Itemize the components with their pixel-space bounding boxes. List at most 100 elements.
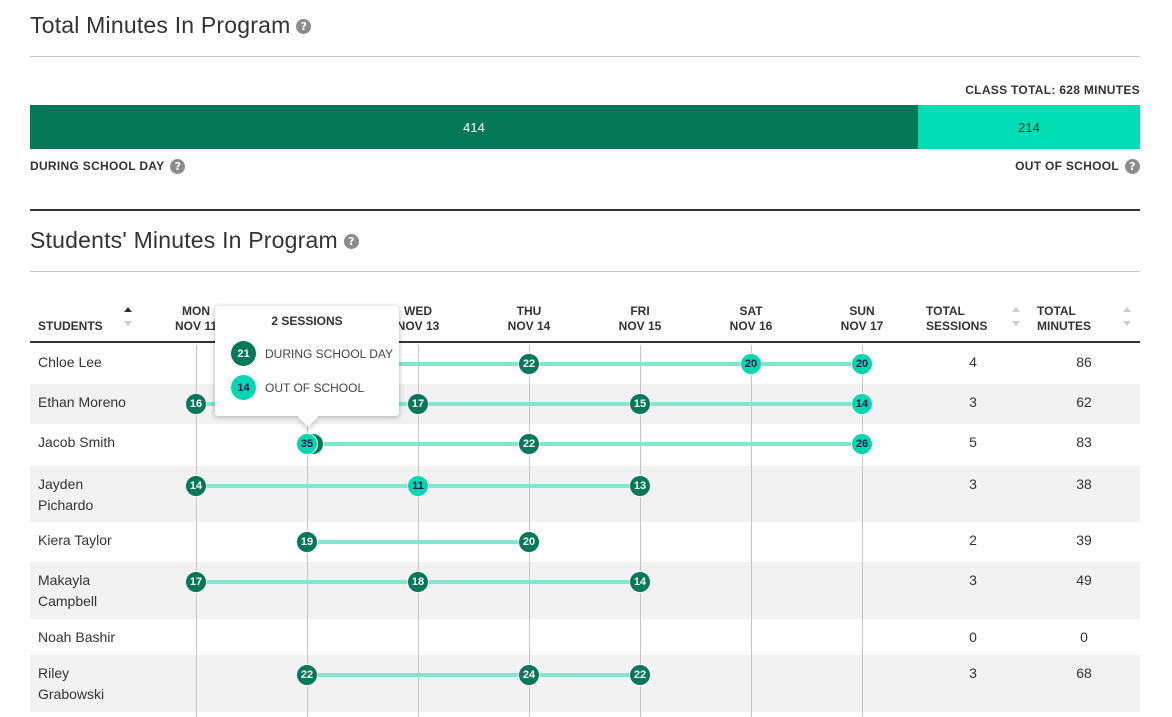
day-gridline	[640, 345, 641, 717]
table-row[interactable]: Noah Bashir 0 0	[30, 619, 1140, 655]
day-gridline	[196, 345, 197, 717]
session-dot[interactable]: 19	[296, 531, 318, 553]
day-gridline	[418, 345, 419, 717]
session-dot[interactable]: 13	[629, 475, 651, 497]
session-dot[interactable]: 26	[851, 433, 873, 455]
session-dot[interactable]: 24	[518, 664, 540, 686]
class-total: CLASS TOTAL: 628 MINUTES	[965, 83, 1140, 97]
total-sessions-cell: 2	[969, 532, 977, 548]
students-minutes-title: Students' Minutes In Program?	[30, 227, 359, 254]
bar-school-value: 414	[463, 119, 485, 135]
day-header-thu: THU NOV 14	[507, 304, 551, 333]
bar-out-of-school: 214	[918, 105, 1140, 149]
tooltip-out-row: 14 OUT OF SCHOOL	[231, 375, 364, 400]
session-dot[interactable]: 20	[518, 531, 540, 553]
divider	[30, 56, 1140, 57]
sort-desc-icon[interactable]	[1123, 321, 1131, 326]
session-dot[interactable]: 18	[407, 571, 429, 593]
total-minutes-title: Total Minutes In Program?	[30, 12, 312, 39]
total-minutes-cell: 49	[1076, 572, 1092, 588]
total-sessions-cell: 3	[969, 572, 977, 588]
session-dot[interactable]: 11	[407, 475, 429, 497]
divider	[30, 271, 1140, 272]
day-header-mon: MON NOV 11	[174, 304, 218, 333]
help-icon[interactable]: ?	[1125, 159, 1140, 175]
tooltip-title: 2 SESSIONS	[271, 314, 343, 328]
total-minutes-cell: 38	[1076, 476, 1092, 492]
session-dot[interactable]: 22	[296, 664, 318, 686]
day-header-sat: SAT NOV 16	[729, 304, 773, 333]
day-header-wed: WED NOV 13	[396, 304, 440, 333]
sort-asc-icon[interactable]	[1012, 307, 1020, 312]
students-header[interactable]: STUDENTS	[38, 319, 103, 333]
session-dot[interactable]: 20	[740, 353, 762, 375]
out-of-school-legend: OUT OF SCHOOL?	[1015, 159, 1140, 175]
session-dot[interactable]: 15	[629, 393, 651, 415]
total-sessions-cell: 5	[969, 434, 977, 450]
total-minutes-cell: 62	[1076, 394, 1092, 410]
session-dot[interactable]: 20	[851, 353, 873, 375]
session-range-line	[307, 362, 862, 366]
total-minutes-header[interactable]: TOTAL MINUTES	[1037, 304, 1091, 333]
student-name[interactable]: Kiera Taylor	[38, 532, 112, 548]
total-sessions-cell: 3	[969, 394, 977, 410]
tooltip-out-label: OUT OF SCHOOL	[265, 380, 365, 395]
table-row[interactable]: Riley Grabowski 3 68	[30, 655, 1140, 712]
student-name[interactable]: Jacob Smith	[38, 434, 116, 450]
total-sessions-cell: 3	[969, 476, 977, 492]
tooltip-school-row: 21 DURING SCHOOL DAY	[231, 341, 393, 366]
help-icon[interactable]: ?	[296, 19, 312, 35]
total-minutes-cell: 86	[1076, 354, 1092, 370]
student-name[interactable]: Chloe Lee	[38, 354, 102, 370]
student-name[interactable]: Jayden Pichardo	[38, 476, 94, 513]
bar-during-school: 414	[30, 105, 918, 149]
table-row[interactable]: Jacob Smith 5 83	[30, 424, 1140, 466]
student-name[interactable]: Ethan Moreno	[38, 394, 126, 410]
during-school-legend: DURING SCHOOL DAY?	[30, 159, 186, 175]
help-icon[interactable]: ?	[343, 234, 359, 250]
session-range-line	[307, 442, 862, 446]
student-name[interactable]: Riley Grabowski	[38, 665, 105, 702]
table-row[interactable]: Makayla Campbell 3 49	[30, 562, 1140, 619]
day-gridline	[751, 345, 752, 717]
total-sessions-cell: 4	[969, 354, 977, 370]
total-minutes-cell: 83	[1076, 434, 1092, 450]
help-icon[interactable]: ?	[170, 159, 186, 175]
session-dot[interactable]: 17	[407, 393, 429, 415]
total-minutes-cell: 0	[1080, 629, 1088, 645]
table-row[interactable]: Kiera Taylor 2 39	[30, 522, 1140, 562]
day-gridline	[862, 345, 863, 717]
table-row[interactable]: Chloe Lee 4 86	[30, 344, 1140, 384]
sort-asc-icon[interactable]	[124, 307, 132, 312]
student-name[interactable]: Noah Bashir	[38, 629, 116, 645]
session-dot[interactable]: 35	[296, 433, 318, 455]
session-dot[interactable]: 14	[185, 475, 207, 497]
day-header-fri: FRI NOV 15	[618, 304, 662, 333]
session-dot[interactable]: 17	[185, 571, 207, 593]
total-minutes-cell: 68	[1076, 665, 1092, 681]
session-dot[interactable]: 14	[851, 393, 873, 415]
section-divider	[30, 209, 1140, 211]
session-dot[interactable]: 16	[185, 393, 207, 415]
sort-desc-icon[interactable]	[124, 321, 132, 326]
session-dot[interactable]: 22	[518, 353, 540, 375]
table-row[interactable]: Jayden Pichardo 3 38	[30, 466, 1140, 522]
session-dot[interactable]: 22	[629, 664, 651, 686]
session-range-line	[307, 540, 529, 544]
session-dot[interactable]: 14	[629, 571, 651, 593]
tooltip-school-label: DURING SCHOOL DAY	[265, 346, 394, 361]
table-header-divider	[30, 341, 1140, 343]
sort-desc-icon[interactable]	[1012, 321, 1020, 326]
bar-out-value: 214	[1018, 119, 1040, 135]
tooltip-out-dot: 14	[231, 375, 256, 400]
session-range-line	[307, 673, 640, 677]
sessions-tooltip: 2 SESSIONS 21 DURING SCHOOL DAY 14 OUT OF …	[215, 306, 399, 416]
tooltip-school-dot: 21	[231, 341, 256, 366]
sort-asc-icon[interactable]	[1123, 307, 1131, 312]
student-name[interactable]: Makayla Campbell	[38, 572, 98, 609]
total-sessions-cell: 0	[969, 629, 977, 645]
total-minutes-cell: 39	[1076, 532, 1092, 548]
session-dot[interactable]: 22	[518, 433, 540, 455]
total-sessions-header[interactable]: TOTAL SESSIONS	[926, 304, 988, 333]
total-sessions-cell: 3	[969, 665, 977, 681]
